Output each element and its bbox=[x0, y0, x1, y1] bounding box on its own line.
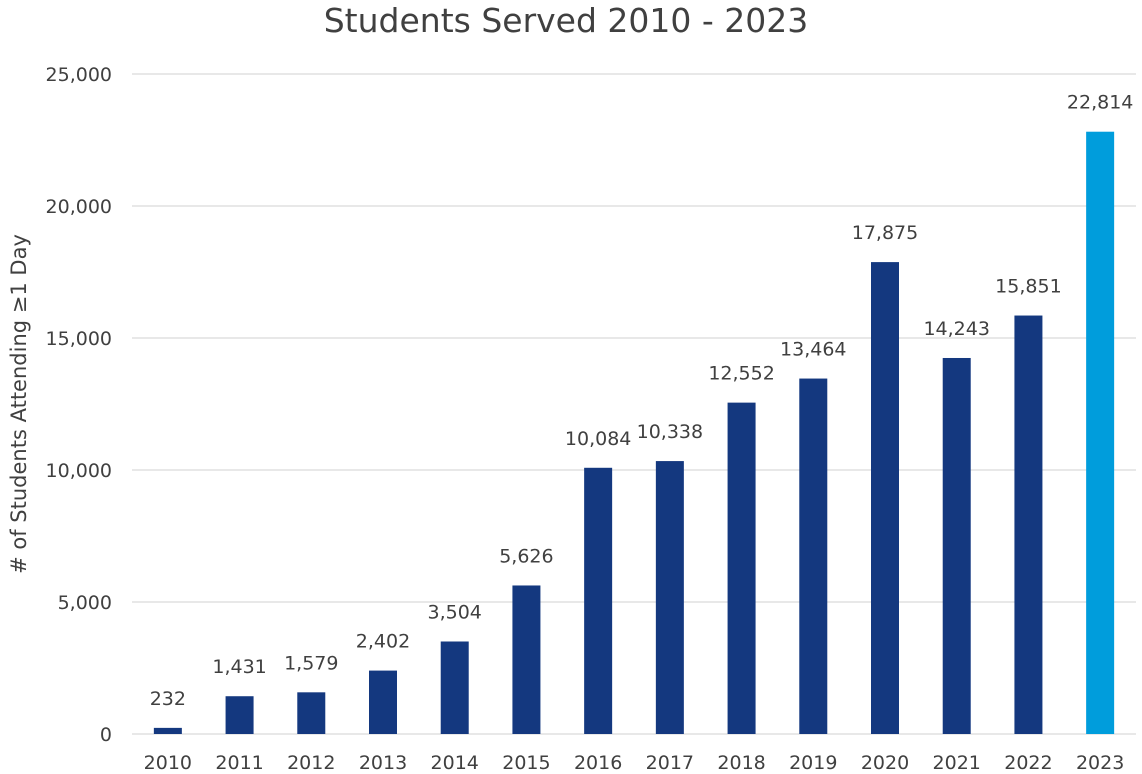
data-label-2011: 1,431 bbox=[212, 656, 266, 678]
y-tick-label: 20,000 bbox=[46, 196, 112, 218]
bar-2010 bbox=[153, 727, 182, 734]
x-tick-label-2014: 2014 bbox=[431, 752, 479, 774]
bar-2013 bbox=[369, 670, 397, 734]
y-tick-label: 25,000 bbox=[46, 64, 112, 86]
bar-2018 bbox=[727, 402, 756, 734]
data-label-2020: 17,875 bbox=[852, 222, 918, 244]
y-tick-label: 0 bbox=[100, 724, 112, 746]
x-tick-label-2017: 2017 bbox=[646, 752, 694, 774]
bars bbox=[153, 131, 1115, 735]
chart-title: Students Served 2010 - 2023 bbox=[324, 1, 809, 40]
x-tick-label-2020: 2020 bbox=[861, 752, 909, 774]
x-tick-label-2011: 2011 bbox=[215, 752, 263, 774]
bar-2023 bbox=[1086, 131, 1115, 735]
data-label-2018: 12,552 bbox=[708, 363, 774, 385]
y-tick-label: 10,000 bbox=[46, 460, 112, 482]
data-label-2012: 1,579 bbox=[284, 652, 338, 674]
x-tick-label-2012: 2012 bbox=[287, 752, 335, 774]
x-tick-label-2013: 2013 bbox=[359, 752, 407, 774]
x-tick-label-2021: 2021 bbox=[933, 752, 981, 774]
bar-2015 bbox=[512, 585, 541, 734]
bar-2012 bbox=[297, 692, 326, 734]
y-tick-label: 15,000 bbox=[46, 328, 112, 350]
x-tick-label-2019: 2019 bbox=[789, 752, 837, 774]
bar-2017 bbox=[655, 461, 684, 734]
bar-2020 bbox=[871, 262, 899, 734]
data-label-2016: 10,084 bbox=[565, 428, 631, 450]
y-axis-label: # of Students Attending ≥1 Day bbox=[7, 234, 31, 574]
data-label-2014: 3,504 bbox=[428, 601, 482, 623]
x-tick-label-2015: 2015 bbox=[502, 752, 550, 774]
data-label-2022: 15,851 bbox=[995, 276, 1061, 298]
data-label-2015: 5,626 bbox=[499, 545, 553, 567]
data-labels: 232 1,431 1,579 2,402 3,504 5,626 10,084 10,338… bbox=[150, 92, 1134, 710]
y-axis-ticks: 0 5,000 10,000 15,000 20,000 25,000 bbox=[46, 64, 112, 746]
bar-2011 bbox=[225, 696, 254, 734]
data-label-2021: 14,243 bbox=[923, 318, 989, 340]
gridlines bbox=[132, 73, 1136, 735]
x-tick-label-2016: 2016 bbox=[574, 752, 622, 774]
y-tick-label: 5,000 bbox=[58, 592, 112, 614]
data-label-2019: 13,464 bbox=[780, 339, 846, 361]
bar-2014 bbox=[440, 641, 469, 734]
bar-2022 bbox=[1014, 315, 1043, 734]
x-tick-label-2022: 2022 bbox=[1004, 752, 1052, 774]
x-tick-label-2018: 2018 bbox=[717, 752, 765, 774]
data-label-2017: 10,338 bbox=[637, 421, 703, 443]
x-tick-label-2010: 2010 bbox=[144, 752, 192, 774]
bar-2019 bbox=[799, 378, 828, 734]
x-tick-label-2023: 2023 bbox=[1076, 752, 1124, 774]
data-label-2010: 232 bbox=[150, 688, 186, 710]
bar-2016 bbox=[584, 467, 613, 734]
data-label-2013: 2,402 bbox=[356, 631, 410, 653]
data-label-2023: 22,814 bbox=[1067, 92, 1133, 114]
x-axis-ticks: 2010 2011 2012 2013 2014 2015 2016 2017 2018 2019… bbox=[144, 752, 1125, 774]
bar-2021 bbox=[942, 357, 971, 734]
